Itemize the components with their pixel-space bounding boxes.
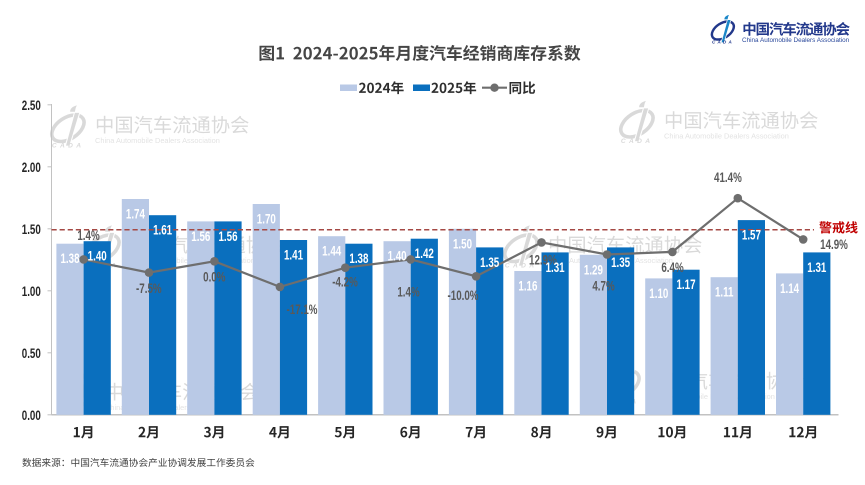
svg-text:1.56: 1.56 bbox=[218, 228, 237, 244]
svg-text:1.35: 1.35 bbox=[611, 254, 630, 270]
svg-text:1.10: 1.10 bbox=[649, 285, 668, 301]
svg-text:1.16: 1.16 bbox=[518, 278, 537, 294]
svg-text:4.7%: 4.7% bbox=[592, 278, 615, 294]
svg-text:0.00: 0.00 bbox=[22, 407, 41, 423]
svg-text:1.40: 1.40 bbox=[388, 248, 407, 264]
svg-text:2.50: 2.50 bbox=[22, 97, 41, 113]
svg-text:-4.2%: -4.2% bbox=[332, 274, 358, 290]
svg-text:1.57: 1.57 bbox=[742, 227, 761, 243]
svg-text:1.4%: 1.4% bbox=[397, 284, 420, 300]
svg-text:1.00: 1.00 bbox=[22, 283, 41, 299]
svg-text:1.31: 1.31 bbox=[807, 259, 826, 275]
svg-text:0.50: 0.50 bbox=[22, 345, 41, 361]
svg-text:1.11: 1.11 bbox=[715, 284, 734, 300]
svg-text:1.38: 1.38 bbox=[349, 251, 368, 267]
svg-text:-7.5%: -7.5% bbox=[136, 281, 162, 297]
svg-text:2.00: 2.00 bbox=[22, 159, 41, 175]
svg-text:1.44: 1.44 bbox=[322, 243, 341, 259]
svg-text:1.61: 1.61 bbox=[153, 222, 172, 238]
svg-text:1.50: 1.50 bbox=[22, 221, 41, 237]
svg-text:0.0%: 0.0% bbox=[203, 269, 226, 285]
svg-text:1.50: 1.50 bbox=[453, 236, 472, 252]
svg-text:1.14: 1.14 bbox=[780, 280, 799, 296]
svg-text:-10.0%: -10.0% bbox=[447, 287, 478, 303]
svg-text:1.35: 1.35 bbox=[480, 254, 499, 270]
svg-text:6.4%: 6.4% bbox=[661, 259, 684, 275]
svg-text:1.42: 1.42 bbox=[415, 246, 434, 262]
svg-text:1.31: 1.31 bbox=[546, 259, 565, 275]
svg-text:China Automobile Dealers Assoc: China Automobile Dealers Association bbox=[742, 37, 850, 44]
svg-text:14.9%: 14.9% bbox=[820, 236, 848, 252]
svg-text:-17.1%: -17.1% bbox=[286, 301, 317, 317]
svg-text:1.41: 1.41 bbox=[284, 247, 303, 263]
svg-text:1.74: 1.74 bbox=[126, 206, 145, 222]
svg-text:1.70: 1.70 bbox=[257, 211, 276, 227]
svg-text:1.4%: 1.4% bbox=[77, 227, 100, 243]
svg-text:1.40: 1.40 bbox=[88, 248, 107, 264]
svg-text:1.29: 1.29 bbox=[584, 262, 603, 278]
svg-text:41.4%: 41.4% bbox=[714, 170, 742, 186]
svg-text:12.9%: 12.9% bbox=[529, 252, 557, 268]
svg-text:1.17: 1.17 bbox=[676, 277, 695, 293]
svg-text:1.56: 1.56 bbox=[191, 228, 210, 244]
svg-text:1.38: 1.38 bbox=[60, 251, 79, 267]
